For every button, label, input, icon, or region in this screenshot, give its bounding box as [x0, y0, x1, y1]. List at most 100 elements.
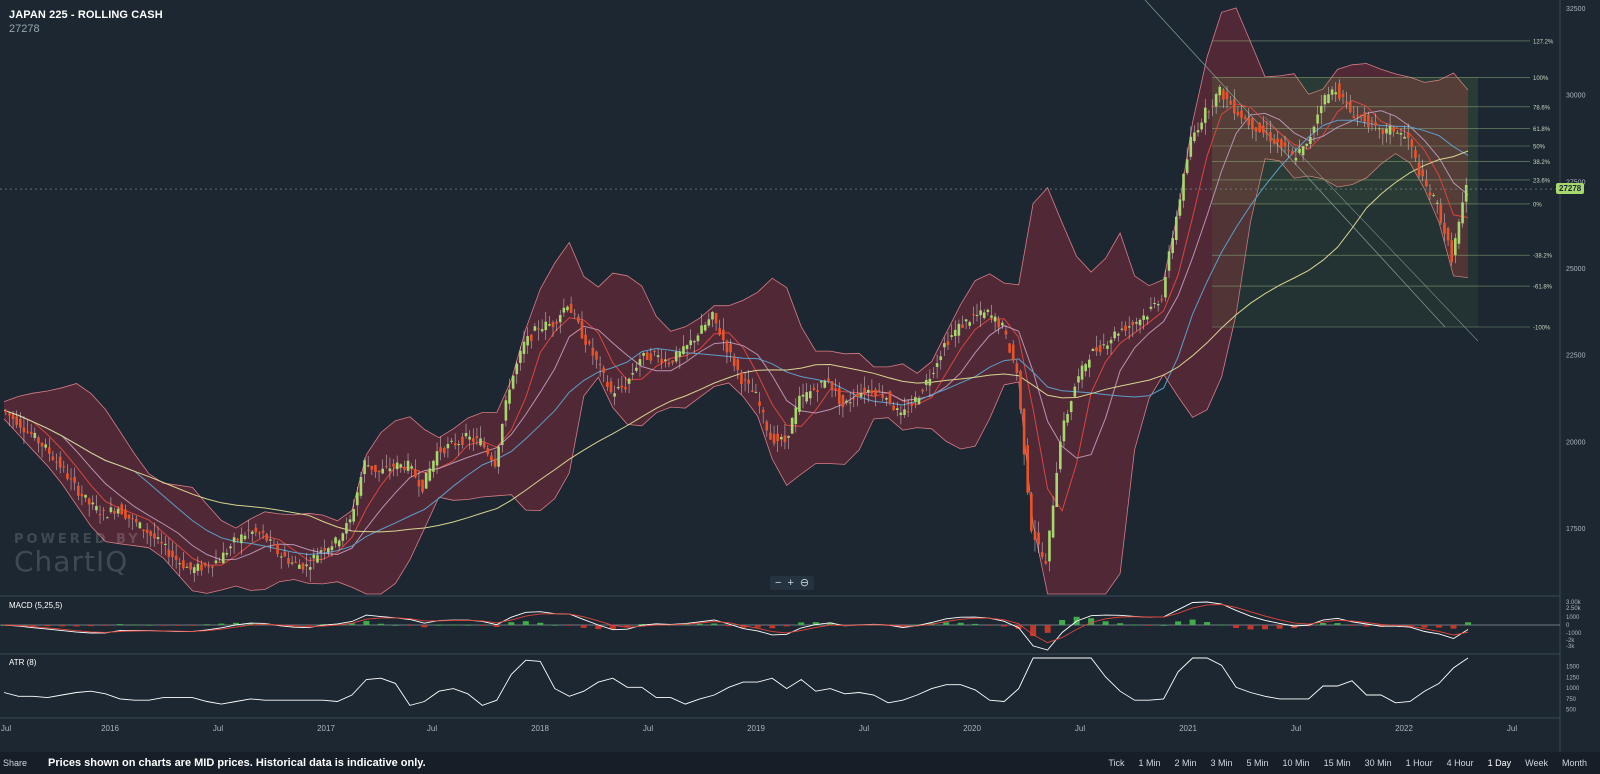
zoom-in-icon[interactable]: +	[787, 577, 794, 589]
period-month[interactable]: Month	[1561, 758, 1587, 768]
candle-body	[609, 381, 613, 393]
candle-body	[558, 315, 562, 323]
candle-body	[482, 441, 486, 448]
candle-body	[620, 385, 624, 388]
candle-body	[584, 334, 587, 345]
candle-body	[667, 362, 671, 365]
candle-body	[1026, 445, 1030, 493]
macd-histogram-bar	[464, 624, 471, 626]
candle-body	[316, 555, 319, 563]
candle-body	[66, 473, 69, 479]
macd-histogram-bar	[73, 625, 80, 627]
candle-body	[134, 518, 138, 523]
candle-body	[1243, 117, 1247, 120]
candle-body	[845, 400, 848, 403]
candle-body	[298, 564, 301, 569]
candle-body	[305, 564, 308, 567]
price-chart-svg[interactable]: 17500 20000 22500 25000 27500 30000 32500 127.2…	[0, 0, 1600, 752]
candle-body	[914, 397, 917, 403]
candle-body	[642, 352, 645, 356]
candle-body	[4, 410, 8, 413]
x-tick-label: Jul	[1507, 724, 1517, 733]
y-tick-label: 27500	[1566, 179, 1586, 186]
macd-histogram-bar	[305, 625, 312, 626]
candle-body	[732, 356, 736, 367]
macd-histogram-bar	[1262, 625, 1269, 630]
candle-body	[1247, 117, 1251, 126]
period-5-min[interactable]: 5 Min	[1246, 758, 1269, 768]
candle-body	[33, 432, 37, 438]
candle-body	[1439, 204, 1443, 223]
candle-body	[932, 372, 935, 374]
candle-body	[80, 493, 84, 497]
candle-body	[171, 550, 174, 557]
atr-tick-label: 1500	[1566, 665, 1580, 671]
candle-body	[19, 418, 22, 428]
candle-body	[341, 533, 345, 541]
macd-histogram-bar	[1102, 621, 1109, 625]
candle-body	[1069, 401, 1073, 413]
candle-body	[40, 442, 44, 447]
chart-area[interactable]: 17500 20000 22500 25000 27500 30000 32500 127.2…	[0, 0, 1600, 752]
period-3-min[interactable]: 3 Min	[1210, 758, 1233, 768]
y-tick-label: 25000	[1566, 266, 1586, 273]
candle-body	[1359, 114, 1363, 117]
period-15-min[interactable]: 15 Min	[1323, 758, 1351, 768]
candle-body	[808, 391, 812, 399]
macd-histogram-bar	[798, 622, 805, 625]
candle-body	[1193, 132, 1196, 142]
candle-body	[1037, 532, 1040, 545]
candle-body	[761, 409, 765, 413]
macd-tick-label: -1000	[1566, 631, 1582, 637]
share-button[interactable]: Share	[3, 758, 28, 768]
fib-level-label: -38.2%	[1533, 254, 1553, 260]
period-1-hour[interactable]: 1 Hour	[1405, 758, 1433, 768]
zoom-reset-icon[interactable]: ⊖	[799, 577, 810, 589]
period-1-min[interactable]: 1 Min	[1138, 758, 1161, 768]
macd-histogram-bar	[1001, 625, 1008, 627]
candle-body	[58, 456, 62, 468]
candle-body	[1403, 136, 1406, 139]
macd-histogram-bar	[943, 622, 950, 625]
macd-histogram-bar	[827, 622, 834, 625]
candle-body	[540, 329, 544, 332]
macd-tick-label: 3.00k	[1566, 600, 1582, 606]
candle-body	[312, 554, 316, 559]
candle-body	[950, 335, 953, 337]
candle-body	[87, 498, 91, 505]
fib-level-label: 50%	[1533, 145, 1546, 151]
macd-histogram-bar	[189, 625, 196, 626]
candle-body	[1345, 101, 1348, 104]
candle-body	[841, 394, 845, 408]
candle-body	[943, 343, 946, 348]
candle-body	[664, 359, 667, 361]
period-4-hour[interactable]: 4 Hour	[1446, 758, 1474, 768]
candle-body	[1178, 199, 1182, 216]
candle-body	[736, 359, 740, 371]
macd-histogram-bar	[1160, 624, 1167, 626]
candle-body	[769, 432, 772, 440]
x-tick-label: 2019	[747, 724, 765, 733]
macd-histogram-bar	[1291, 625, 1298, 629]
candle-body	[453, 443, 457, 446]
macd-histogram-bar	[566, 625, 573, 626]
candle-body	[236, 538, 240, 541]
candle-body	[1066, 413, 1069, 423]
candle-body	[356, 492, 359, 506]
period-30-min[interactable]: 30 Min	[1364, 758, 1392, 768]
candle-body	[413, 469, 417, 478]
period-10-min[interactable]: 10 Min	[1282, 758, 1310, 768]
candle-body	[1091, 348, 1095, 352]
candle-body	[751, 390, 754, 392]
candle-body	[290, 562, 294, 564]
candle-body	[207, 566, 211, 568]
candle-body	[232, 537, 236, 543]
macd-histogram-bar	[972, 623, 979, 625]
period-week[interactable]: Week	[1525, 758, 1548, 768]
period-2-min[interactable]: 2 Min	[1174, 758, 1197, 768]
zoom-out-icon[interactable]: −	[775, 577, 782, 589]
period-tick[interactable]: Tick	[1108, 758, 1125, 768]
candle-body	[1185, 159, 1189, 174]
period-1-day[interactable]: 1 Day	[1487, 758, 1512, 768]
candle-body	[837, 388, 841, 404]
